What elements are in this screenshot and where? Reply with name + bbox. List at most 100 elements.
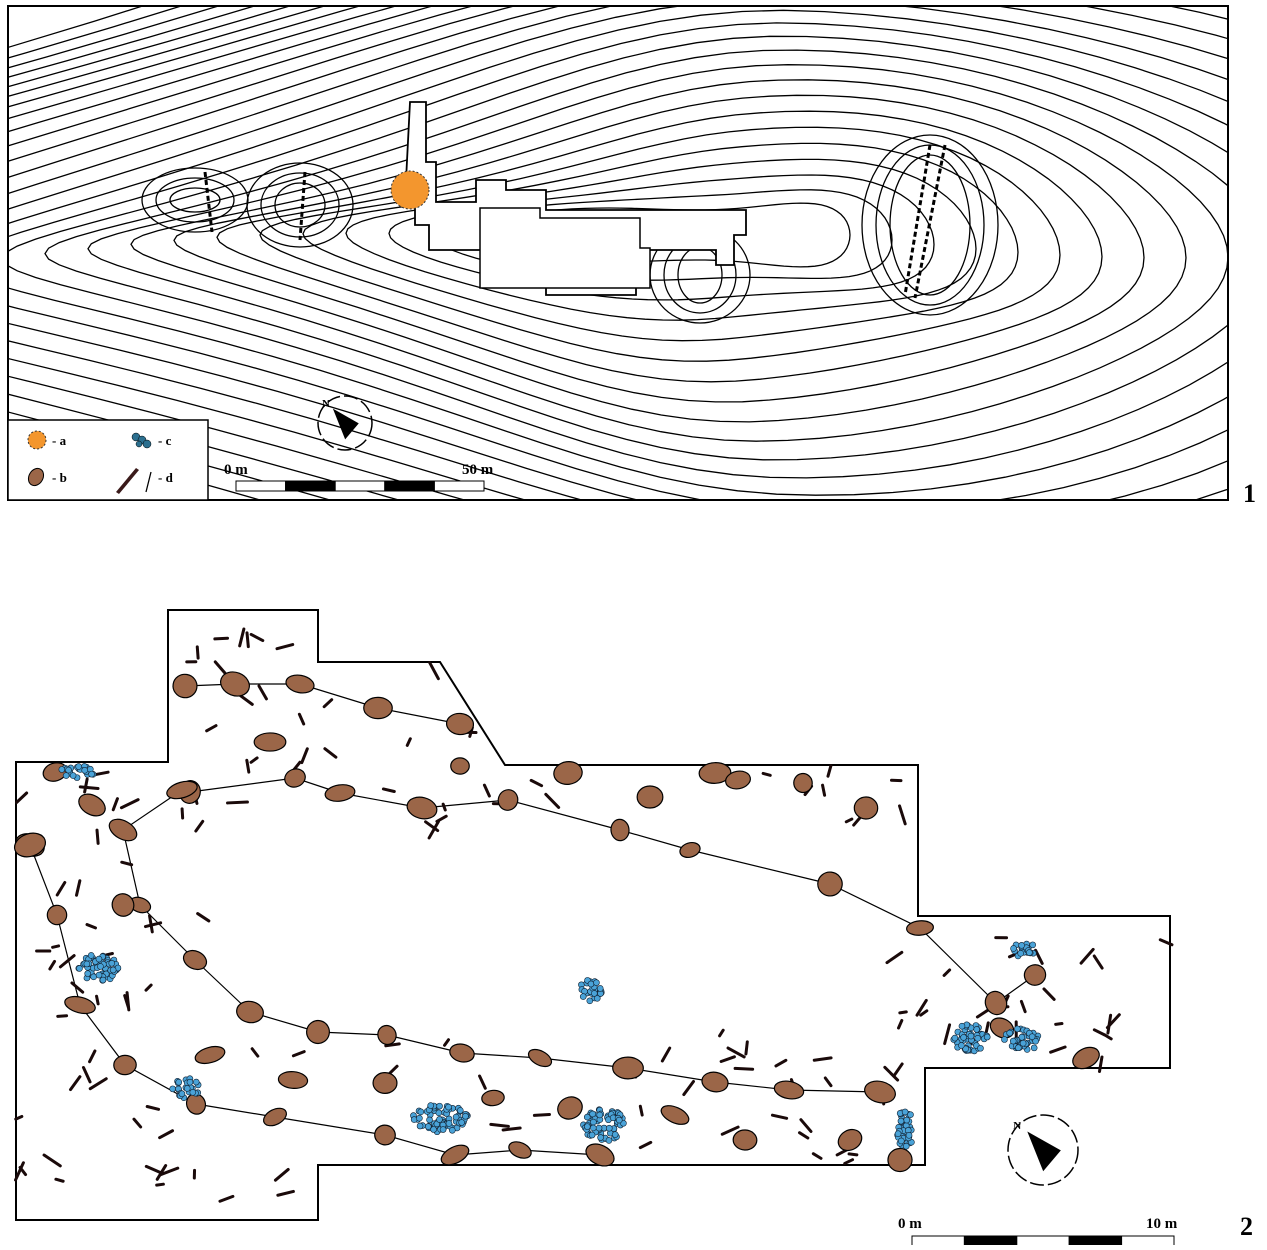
pebble-cluster (895, 1109, 915, 1149)
pebble (898, 1138, 904, 1144)
pebble (598, 1135, 604, 1141)
pebble (616, 1117, 622, 1123)
figure: - a - b - c - d 0 m 50 m 1 0 m 10 m 2 NN (0, 0, 1267, 1245)
scale-segment (385, 481, 435, 491)
slab (56, 1179, 63, 1181)
pebble (1001, 1036, 1007, 1042)
pebble (97, 963, 103, 969)
stone (451, 758, 470, 774)
scale-segment (236, 481, 286, 491)
compass-label: N (1013, 1120, 1021, 1132)
pebble (76, 764, 82, 770)
pebble (961, 1034, 967, 1040)
pebble (975, 1035, 981, 1041)
slab (58, 1016, 67, 1017)
stone (613, 1057, 644, 1079)
pebble (597, 1112, 603, 1118)
pebble (1011, 945, 1017, 951)
pebble (596, 1125, 602, 1131)
pebble (440, 1127, 446, 1133)
pebble (88, 952, 94, 958)
pebble (895, 1131, 901, 1137)
pebble (584, 1114, 590, 1120)
pebble (1007, 1030, 1013, 1036)
legend-label: - c (158, 433, 172, 448)
pebble (1020, 1040, 1026, 1046)
pebble (1010, 1038, 1016, 1044)
scale-label: 10 m (1146, 1216, 1178, 1232)
pebble (91, 974, 97, 980)
pebble (427, 1117, 433, 1123)
stone (373, 1073, 397, 1094)
pebble (190, 1089, 196, 1095)
pebble (446, 1120, 452, 1126)
pebble (593, 980, 599, 986)
bank-line (915, 145, 945, 298)
pebble (457, 1107, 463, 1113)
slab (53, 946, 59, 947)
pebble (974, 1026, 980, 1032)
scale-segment (286, 481, 336, 491)
pebble (436, 1116, 442, 1122)
contour-line (0, 0, 1267, 656)
pebble (588, 981, 594, 987)
stone (254, 733, 286, 751)
pebble (417, 1123, 423, 1129)
pebble (1014, 1026, 1020, 1032)
pebble (89, 771, 95, 777)
pebble (902, 1109, 908, 1115)
contour-line (247, 163, 353, 247)
feature-a (391, 171, 429, 209)
pebble (898, 1118, 904, 1124)
slab (443, 804, 445, 810)
scale-segment (964, 1236, 1016, 1245)
pebble (85, 971, 91, 977)
pebble (66, 767, 72, 773)
pebble (416, 1115, 422, 1121)
stone (733, 1130, 757, 1151)
legend-label: - b (52, 470, 67, 485)
pebble (431, 1126, 437, 1132)
stone (364, 697, 393, 719)
slab (491, 1124, 509, 1126)
pebble (70, 773, 76, 779)
scale-segment (912, 1236, 964, 1245)
pebble (904, 1117, 910, 1123)
pebble (958, 1042, 964, 1048)
contour-line (88, 65, 1228, 442)
pebble (59, 766, 65, 772)
pebble (977, 1045, 983, 1051)
scale-bar (236, 481, 484, 491)
scale-label: 0 m (898, 1216, 922, 1232)
slab (215, 638, 228, 639)
pebble (170, 1086, 176, 1092)
pebble (193, 1079, 199, 1085)
pebble (1018, 950, 1024, 956)
pebble (109, 960, 115, 966)
slab (97, 830, 98, 843)
legend-label: - a (52, 433, 67, 448)
pebble (100, 977, 106, 983)
pebble (606, 1125, 612, 1131)
pebble (76, 965, 82, 971)
excavation-area (480, 208, 650, 288)
stone (113, 1055, 136, 1075)
scale-bar (912, 1236, 1174, 1245)
pebble (589, 1132, 595, 1138)
panel-1 (391, 102, 746, 295)
pebble (984, 1034, 990, 1040)
pebble (1029, 1034, 1035, 1040)
slab (247, 633, 248, 647)
contour-line (0, 0, 1267, 620)
scale-segment (1069, 1236, 1121, 1245)
pebble (580, 994, 586, 1000)
pebble (425, 1124, 431, 1130)
pebble (96, 972, 102, 978)
pebble (591, 990, 597, 996)
pebble (462, 1113, 468, 1119)
compass-arrow (333, 405, 361, 441)
pebble (584, 1124, 590, 1130)
slab (534, 1114, 549, 1115)
scale-segment (335, 481, 385, 491)
slab (503, 1128, 520, 1130)
